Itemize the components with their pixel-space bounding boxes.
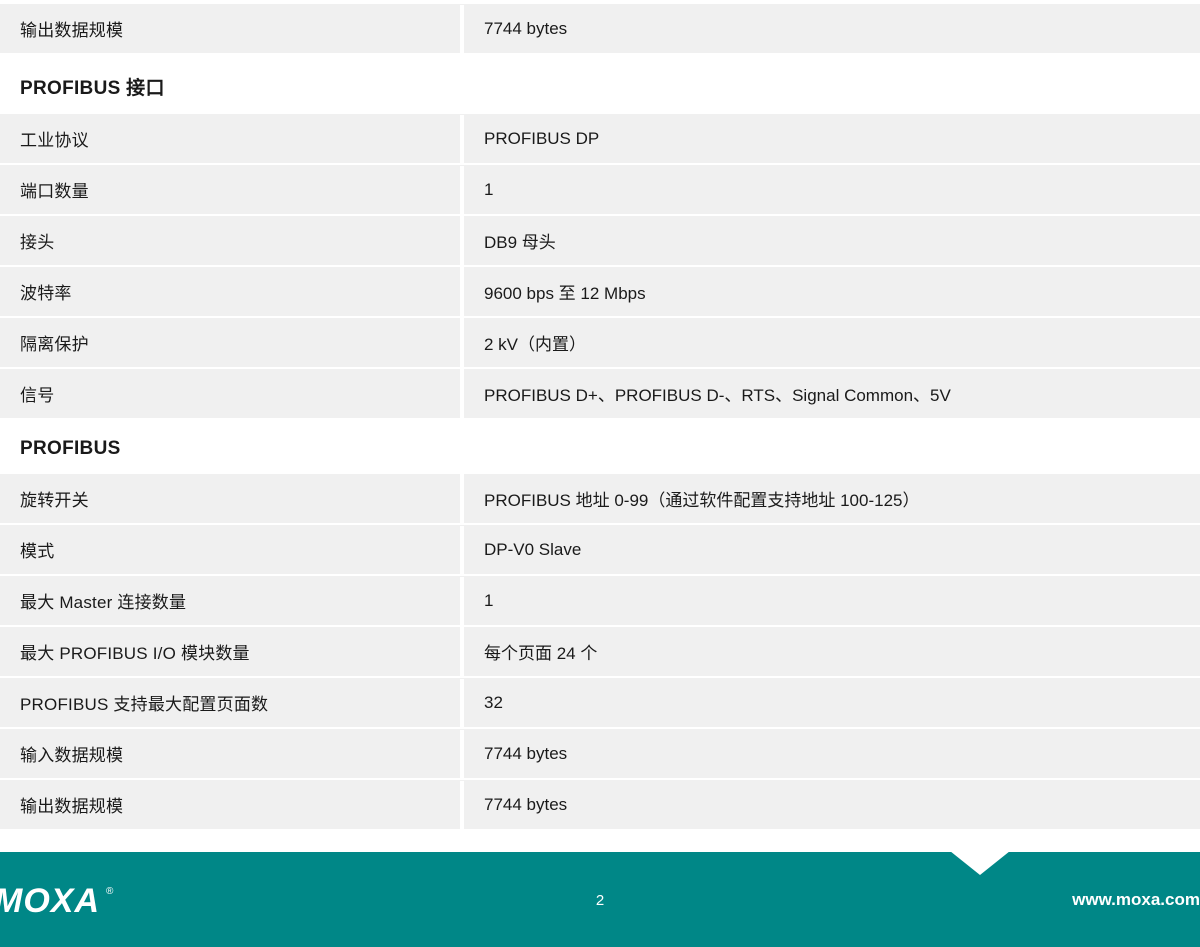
row-value: PROFIBUS 地址 0-99（通过软件配置支持地址 100-125） [460, 474, 1200, 523]
section-title-profibus-interface: PROFIBUS 接口 [0, 55, 1200, 114]
row-label: 输出数据规模 [0, 780, 460, 829]
row-label: 最大 PROFIBUS I/O 模块数量 [0, 627, 460, 676]
row-value: 1 [460, 166, 1200, 214]
footer-notch-icon [950, 851, 1010, 875]
row-label: 工业协议 [0, 114, 460, 163]
spec-content: 输出数据规模 7744 bytes PROFIBUS 接口 工业协议 PROFI… [0, 0, 1200, 829]
table-row: 接头 DB9 母头 [0, 216, 1200, 265]
table-row: 工业协议 PROFIBUS DP [0, 114, 1200, 163]
brand-logo-text: MOXA [0, 882, 100, 921]
row-value: 每个页面 24 个 [460, 627, 1200, 676]
table-row: 输出数据规模 7744 bytes [0, 780, 1200, 829]
row-value: PROFIBUS D+、PROFIBUS D-、RTS、Signal Commo… [460, 369, 1200, 418]
row-label: 模式 [0, 525, 460, 574]
row-value: 1 [460, 577, 1200, 625]
table-row: 端口数量 1 [0, 165, 1200, 214]
row-label: 隔离保护 [0, 318, 460, 367]
table-row: 输出数据规模 7744 bytes [0, 4, 1200, 53]
row-value: 7744 bytes [460, 5, 1200, 53]
row-label: 接头 [0, 216, 460, 265]
table-row: 输入数据规模 7744 bytes [0, 729, 1200, 778]
row-label: 旋转开关 [0, 474, 460, 523]
table-row: 最大 Master 连接数量 1 [0, 576, 1200, 625]
row-value: 2 kV（内置） [460, 318, 1200, 367]
table-row: 最大 PROFIBUS I/O 模块数量 每个页面 24 个 [0, 627, 1200, 676]
table-row: 波特率 9600 bps 至 12 Mbps [0, 267, 1200, 316]
table-row: 旋转开关 PROFIBUS 地址 0-99（通过软件配置支持地址 100-125… [0, 474, 1200, 523]
page-number: 2 [596, 892, 604, 909]
table-row: 隔离保护 2 kV（内置） [0, 318, 1200, 367]
table-row: 信号 PROFIBUS D+、PROFIBUS D-、RTS、Signal Co… [0, 369, 1200, 418]
row-value: 9600 bps 至 12 Mbps [460, 267, 1200, 316]
row-label: PROFIBUS 支持最大配置页面数 [0, 678, 460, 727]
row-value: 7744 bytes [460, 730, 1200, 778]
footer-url: www.moxa.com [1072, 890, 1200, 910]
row-value: DB9 母头 [460, 216, 1200, 265]
page-footer: MOXA ® 2 www.moxa.com [0, 852, 1200, 947]
row-label: 信号 [0, 369, 460, 418]
row-label: 波特率 [0, 267, 460, 316]
row-value: DP-V0 Slave [460, 526, 1200, 574]
row-label: 端口数量 [0, 165, 460, 214]
brand-logo: MOXA ® [0, 882, 114, 921]
table-row: 模式 DP-V0 Slave [0, 525, 1200, 574]
row-label: 输出数据规模 [0, 4, 460, 53]
section-title-profibus: PROFIBUS [0, 420, 1200, 474]
table-row: PROFIBUS 支持最大配置页面数 32 [0, 678, 1200, 727]
row-label: 输入数据规模 [0, 729, 460, 778]
row-value: 7744 bytes [460, 781, 1200, 829]
registered-icon: ® [106, 886, 114, 897]
row-value: 32 [460, 679, 1200, 727]
row-label: 最大 Master 连接数量 [0, 576, 460, 625]
row-value: PROFIBUS DP [460, 115, 1200, 163]
